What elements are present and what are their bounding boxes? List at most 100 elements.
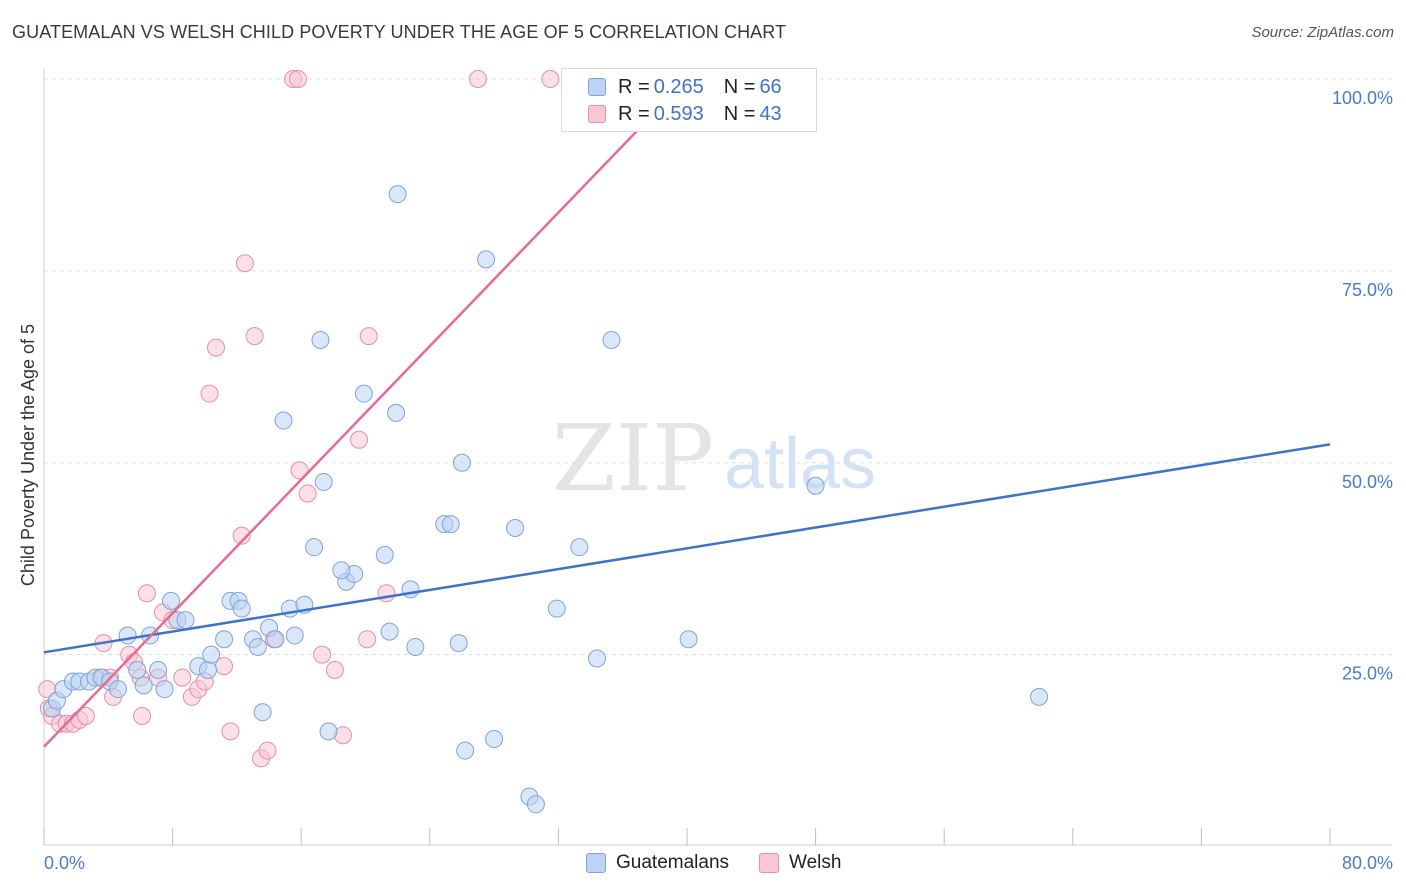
guatemalan-point bbox=[128, 660, 147, 679]
legend-row-welsh: R = 0.593 N = 43 bbox=[588, 101, 802, 127]
guatemalan-point bbox=[253, 703, 272, 722]
guatemalan-point bbox=[285, 626, 304, 645]
guatemalan-point bbox=[176, 611, 195, 630]
watermark: ZIP atlas bbox=[552, 405, 876, 512]
guatemalan-point bbox=[806, 476, 825, 495]
legend-box: R = 0.265 N = 66 R = 0.593 N = 43 bbox=[561, 68, 817, 132]
guatemalan-point bbox=[161, 591, 180, 610]
x-tick-label: 80.0% bbox=[1342, 853, 1393, 873]
welsh-point bbox=[232, 526, 251, 545]
welsh-point bbox=[359, 327, 378, 346]
welsh-point bbox=[133, 707, 152, 726]
guatemalan-point bbox=[118, 626, 137, 645]
guatemalan-point bbox=[485, 730, 504, 749]
guatemalan-point bbox=[215, 630, 234, 649]
tick-labels: 25.0% 50.0% 75.0% 100.0% 0.0% 80.0% bbox=[44, 88, 1393, 873]
welsh-point bbox=[288, 70, 307, 88]
welsh-point bbox=[377, 584, 396, 603]
y-tick-label: 75.0% bbox=[1342, 280, 1393, 300]
guatemalan-point bbox=[274, 411, 293, 430]
legend-r-value: 0.593 bbox=[653, 102, 704, 125]
bottom-legend-label: Welsh bbox=[789, 852, 842, 873]
welsh-point bbox=[350, 430, 369, 449]
bottom-legend-welsh: Welsh bbox=[759, 852, 841, 874]
y-axis-label: Child Poverty Under the Age of 5 bbox=[18, 324, 38, 586]
welsh-point bbox=[173, 668, 192, 687]
legend-n-label: N = bbox=[723, 102, 756, 125]
legend-r-label: R = bbox=[618, 102, 650, 125]
watermark-atlas: atlas bbox=[724, 424, 876, 504]
welsh-point bbox=[358, 630, 377, 649]
bottom-legend-swatch-blue bbox=[586, 853, 606, 873]
guatemalan-point bbox=[134, 676, 153, 695]
welsh-point bbox=[235, 254, 254, 273]
welsh-point bbox=[541, 70, 560, 88]
welsh-point bbox=[313, 645, 332, 664]
guatemalan-point bbox=[380, 622, 399, 641]
legend-r-value: 0.265 bbox=[653, 75, 704, 98]
welsh-point bbox=[76, 707, 95, 726]
guatemalan-point bbox=[248, 637, 267, 656]
legend-r-label: R = bbox=[618, 75, 650, 98]
watermark-zip: ZIP bbox=[552, 405, 714, 512]
welsh-trend-line bbox=[43, 78, 688, 748]
guatemalan-point bbox=[108, 680, 127, 699]
guatemalan-point bbox=[332, 561, 351, 580]
axes bbox=[43, 68, 1392, 846]
bottom-legend-guatemalans: Guatemalans bbox=[586, 852, 729, 874]
guatemalan-point bbox=[406, 637, 425, 656]
guatemalan-point bbox=[547, 599, 566, 618]
guatemalan-point bbox=[526, 795, 545, 814]
guatemalan-point bbox=[375, 545, 394, 564]
guatemalan-point bbox=[305, 538, 324, 557]
welsh-point bbox=[298, 484, 317, 503]
welsh-point bbox=[245, 327, 264, 346]
guatemalan-points bbox=[43, 185, 1049, 814]
guatemalan-point bbox=[232, 599, 251, 618]
welsh-point bbox=[325, 660, 344, 679]
welsh-point bbox=[137, 584, 156, 603]
y-tick-label: 50.0% bbox=[1342, 472, 1393, 492]
guatemalan-point bbox=[477, 250, 496, 269]
trend-lines bbox=[43, 78, 1331, 748]
welsh-point bbox=[221, 722, 240, 741]
bottom-legend-swatch-pink bbox=[759, 853, 780, 873]
guatemalan-point bbox=[602, 330, 621, 349]
legend-swatch-blue bbox=[588, 78, 606, 96]
welsh-point bbox=[200, 384, 219, 403]
x-tick-label: 0.0% bbox=[44, 853, 85, 873]
bottom-legend: Guatemalans Welsh bbox=[586, 852, 871, 874]
guatemalan-point bbox=[679, 630, 698, 649]
guatemalan-point bbox=[587, 649, 606, 668]
chart-title: GUATEMALAN VS WELSH CHILD POVERTY UNDER … bbox=[12, 22, 787, 42]
y-tick-label: 100.0% bbox=[1332, 88, 1393, 108]
y-tick-label: 25.0% bbox=[1342, 664, 1393, 684]
legend-swatch-pink bbox=[588, 105, 606, 123]
guatemalan-point bbox=[319, 722, 338, 741]
guatemalan-point bbox=[505, 518, 524, 537]
guatemalan-point bbox=[452, 453, 471, 472]
guatemalan-point bbox=[149, 660, 168, 679]
guatemalan-point bbox=[449, 634, 468, 653]
welsh-point bbox=[258, 741, 277, 760]
legend-n-label: N = bbox=[723, 75, 756, 98]
legend-row-guatemalans: R = 0.265 N = 66 bbox=[588, 74, 802, 100]
guatemalan-point bbox=[155, 680, 174, 699]
guatemalan-point bbox=[1030, 687, 1049, 706]
guatemalan-point bbox=[314, 472, 333, 491]
legend-n-value: 43 bbox=[759, 102, 782, 125]
source-label: Source: ZipAtlas.com bbox=[1251, 24, 1394, 41]
guatemalan-trend-line bbox=[43, 443, 1331, 654]
guatemalan-point bbox=[387, 403, 406, 422]
welsh-point bbox=[207, 338, 226, 357]
guatemalan-point bbox=[311, 330, 330, 349]
bottom-legend-label: Guatemalans bbox=[616, 852, 730, 873]
guatemalan-point bbox=[401, 580, 420, 599]
welsh-points bbox=[38, 70, 560, 768]
guatemalan-point bbox=[441, 515, 460, 534]
legend-n-value: 66 bbox=[759, 75, 782, 98]
guatemalan-point bbox=[456, 741, 475, 760]
welsh-point bbox=[290, 461, 309, 480]
welsh-point bbox=[469, 70, 488, 88]
guatemalan-point bbox=[202, 645, 221, 664]
